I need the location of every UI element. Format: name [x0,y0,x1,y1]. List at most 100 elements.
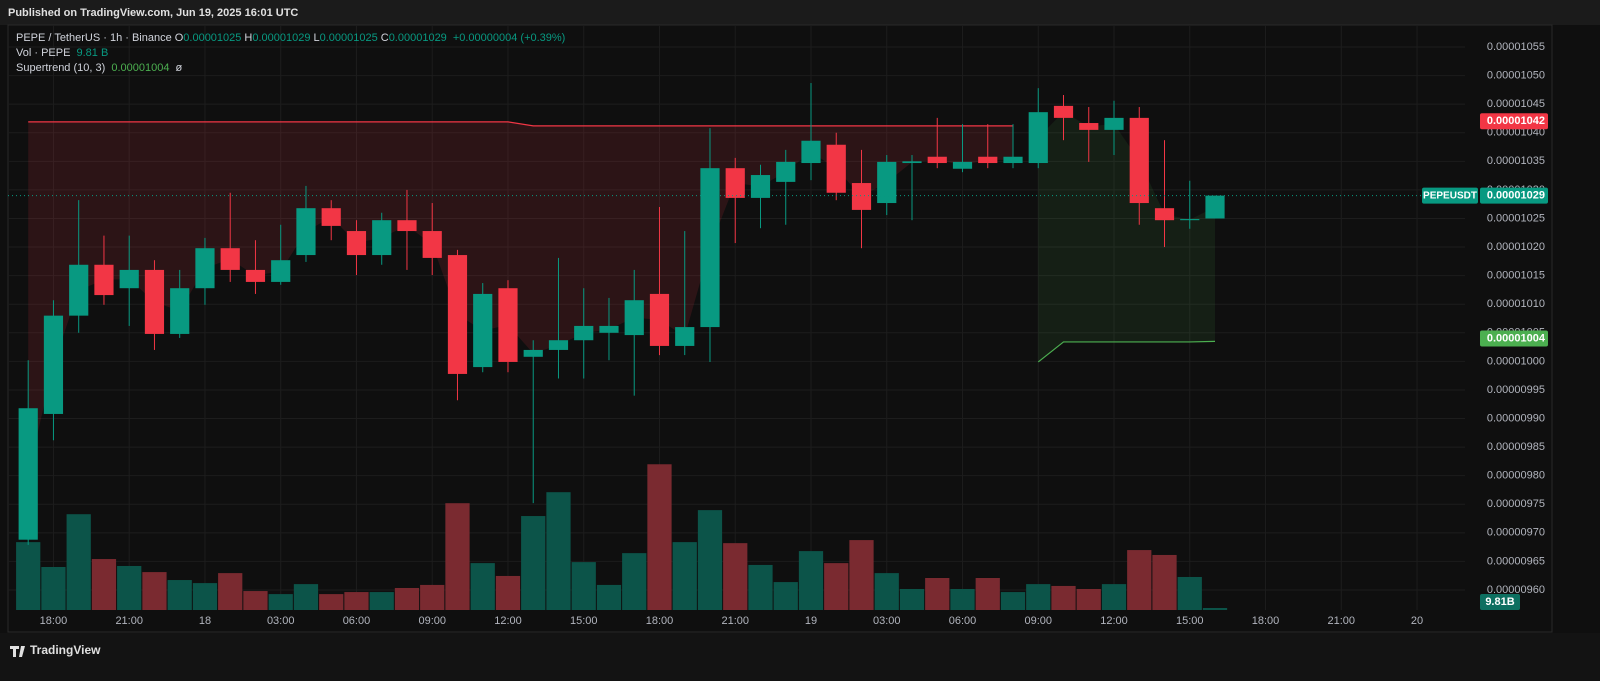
candle-body [851,183,872,210]
volume-value: 9.81 B [76,47,109,59]
candle-body [649,293,670,346]
volume-bar [293,584,319,610]
x-tick-label: 18:00 [40,615,68,627]
y-tick-label: 0.00000995 [1487,384,1545,396]
volume-bar [369,592,394,610]
candle-body [220,248,240,270]
y-tick-label: 0.00000975 [1487,498,1545,510]
x-tick-label: 09:00 [418,615,446,627]
candle-body [422,231,442,258]
y-tick-label: 0.00001015 [1487,270,1545,282]
y-tick-label: 0.00000970 [1487,527,1545,539]
price-label-box [1480,330,1548,347]
volume-bar [344,592,369,610]
candle-body [1154,208,1175,221]
ohlc-value: 0.00001029 [252,32,311,44]
supertrend-extra: ø [175,62,183,74]
x-tick-label: 21:00 [115,615,143,627]
published-text: Published on TradingView.com, Jun 19, 20… [8,7,298,19]
volume-bar [950,589,975,610]
legend-row: Vol · PEPE 9.81 B [16,46,568,61]
candle-body [523,349,543,357]
volume-bar [647,464,672,610]
y-tick-label: 0.00001010 [1487,298,1545,310]
supertrend-fill [1038,111,1216,362]
volume-bar [167,580,192,610]
candle-body [725,168,745,198]
candle-body [952,161,973,169]
volume-bar [874,573,899,610]
plot: 0.00001055 0.00001050 0.00001045 0.00001040… [8,25,1548,627]
x-tick-label: 09:00 [1024,615,1052,627]
x-tick-label: 03:00 [873,615,901,627]
volume-bar [142,572,167,610]
x-tick-label: 03:00 [267,615,295,627]
candle-body [119,269,139,289]
x-tick-label: 18 [199,615,211,627]
change: +0.00000004 (+0.39%) [452,32,566,44]
candle-body [902,161,922,164]
volume-bar [596,584,622,610]
chart-frame [7,24,1553,633]
candle-body [498,288,518,362]
volume-bar [1076,589,1101,610]
candle-body [1104,117,1124,130]
ohlc: O0.00001025 H0.00001029 L0.00001025 C0.0000… [175,32,450,44]
x-tick-label: 06:00 [343,615,371,627]
candle-body [170,288,190,334]
volume-bar [1026,584,1051,610]
candle-body [245,269,266,282]
x-tick-label: 15:00 [1176,615,1204,627]
candle-body [826,144,846,193]
volume-bar [1051,585,1076,610]
volume-bar [521,516,546,610]
volume-bar [1152,554,1177,610]
candle-body [473,293,493,368]
volume-bar [773,582,798,610]
candle-body [1079,123,1099,130]
volume-bar [243,591,268,610]
candle-body [144,269,165,334]
y-tick-label: 0.00000985 [1487,441,1545,453]
volume-bar [394,587,420,610]
volume-bar [1177,576,1202,610]
volume-bar [218,573,243,610]
supertrend-line [28,121,1014,127]
candle-body [447,255,468,374]
supertrend-name: Supertrend (10, 3) [16,62,106,74]
candle-body [927,156,947,164]
header-bar [0,0,1600,25]
last-price-label: 0.00001029 [1487,190,1545,202]
ohlc-key: C [380,32,389,44]
candle-body [271,260,291,282]
footer-bar [0,633,1600,681]
volume-bar [117,565,142,610]
volume-bar [824,563,849,610]
legend-row: Supertrend (10, 3) 0.00001004 ø [16,61,568,76]
candle-body [978,156,998,164]
last-price-box [1480,187,1548,204]
volume-bar [849,540,874,610]
candle-body [372,220,392,256]
volume-bar [495,575,521,610]
volume-bar [1000,592,1026,610]
y-tick-label: 0.00001035 [1487,155,1545,167]
volume-bar [899,589,925,610]
ohlc-key: O [174,32,184,44]
volume-bar [268,594,293,610]
ohlc-key: H [244,32,253,44]
volume-bar [546,492,571,610]
last-price-name-box [1422,187,1478,204]
volume-label: 9.81B [1485,596,1514,608]
x-tick-label: 18:00 [1252,615,1280,627]
legend-row: PEPE / TetherUS · 1h · Binance O0.0000102… [16,31,568,46]
volume-bar [1101,584,1127,610]
volume-bar [697,510,723,610]
volume-bar [41,566,66,610]
x-tick-label: 15:00 [570,615,598,627]
x-tick-label: 18:00 [646,615,674,627]
volume-label-box [1480,594,1520,610]
supertrend-value: 0.00001004 [111,62,170,74]
